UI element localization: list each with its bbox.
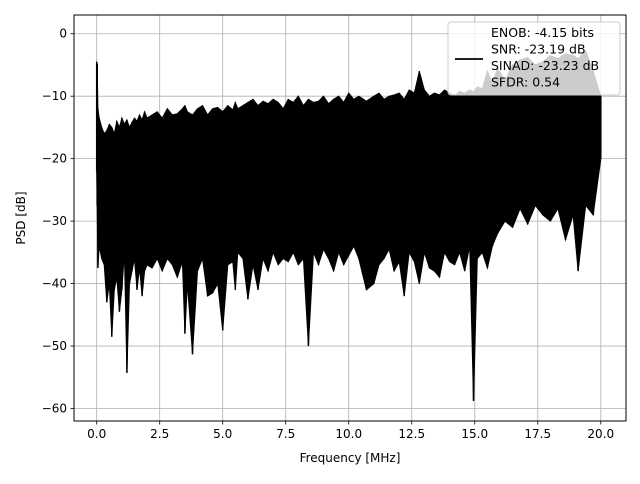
x-tick-label: 12.5 — [398, 427, 425, 441]
series-line — [95, 51, 602, 402]
y-tick-label: −50 — [42, 339, 67, 353]
y-tick-label: −40 — [42, 277, 67, 291]
x-tick-label: 2.5 — [150, 427, 169, 441]
legend-entry: ENOB: -4.15 bits — [491, 25, 594, 40]
x-tick-label: 0.0 — [87, 427, 106, 441]
x-tick-label: 5.0 — [213, 427, 232, 441]
x-tick-label: 7.5 — [276, 427, 295, 441]
legend-box — [447, 21, 621, 96]
x-axis-label: Frequency [MHz] — [300, 451, 401, 465]
y-tick-label: −20 — [42, 152, 67, 166]
y-tick-label: −60 — [42, 402, 67, 416]
x-tick-label: 15.0 — [461, 427, 488, 441]
legend-entry: SNR: -23.19 dB — [491, 42, 586, 57]
axis-ticks: 0.0 2.5 5.0 7.5 10.0 12.5 15.0 17.5 20.0 0 −10 −20 −… — [42, 27, 614, 441]
x-tick-label: 20.0 — [587, 427, 614, 441]
y-tick-label: −10 — [42, 89, 67, 103]
x-tick-label: 17.5 — [524, 427, 551, 441]
plot-area-frame — [73, 14, 627, 422]
legend-entry: SFDR: 0.54 — [491, 75, 560, 90]
y-axis-label: PSD [dB] — [14, 191, 28, 244]
legend-entry: SINAD: -23.23 dB — [491, 58, 599, 73]
x-tick-label: 10.0 — [335, 427, 362, 441]
y-tick-label: 0 — [59, 27, 67, 41]
y-tick-label: −30 — [42, 214, 67, 228]
series-layer — [95, 50, 602, 402]
